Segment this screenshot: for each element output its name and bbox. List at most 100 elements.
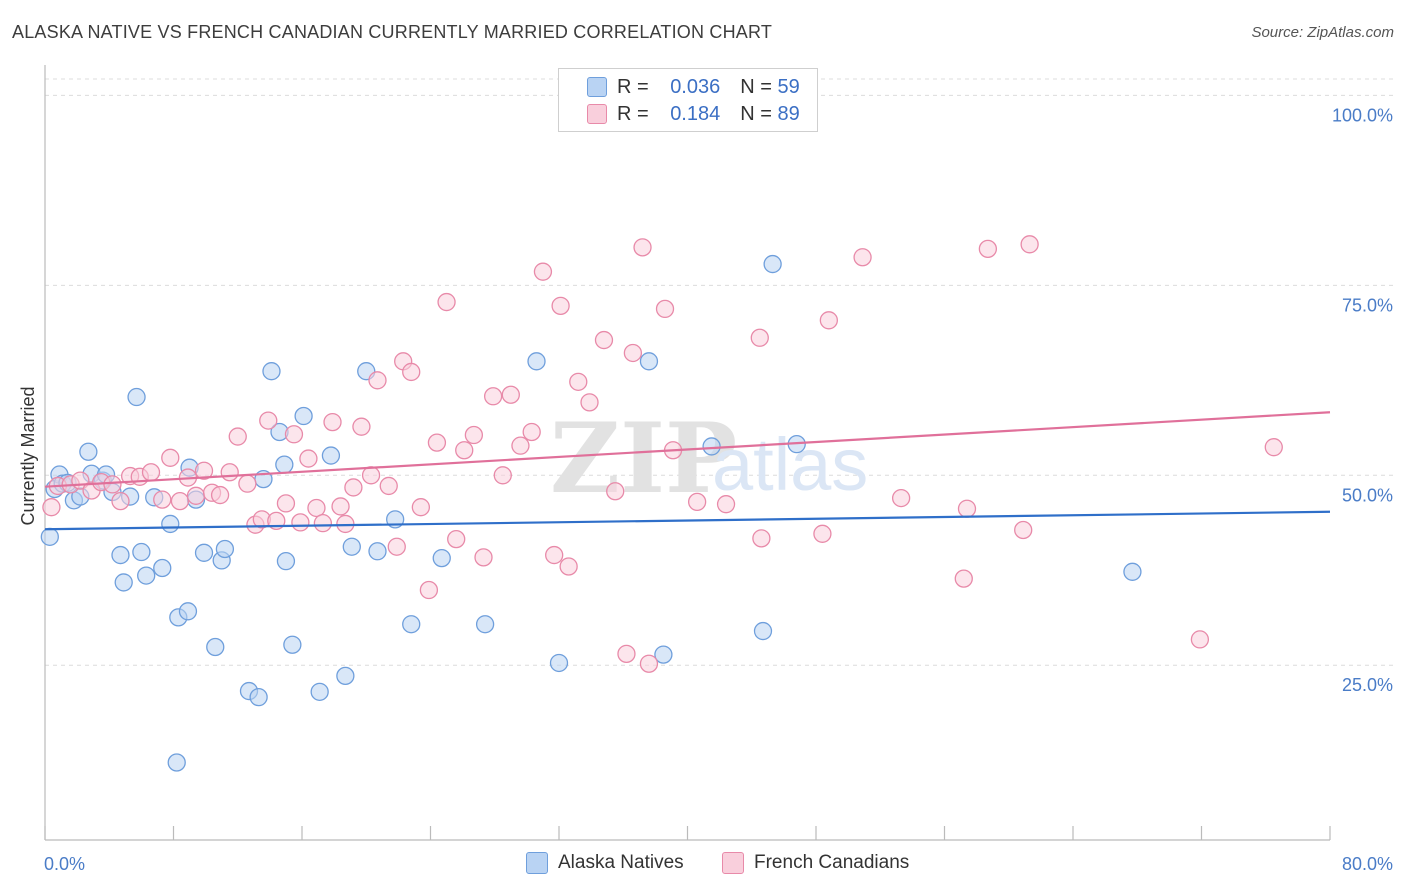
french-canadian-point bbox=[331, 497, 350, 516]
alaska-native-point bbox=[549, 653, 569, 673]
alaska-native-point bbox=[763, 254, 782, 274]
series-points bbox=[40, 235, 1283, 772]
french-canadian-point bbox=[323, 412, 342, 432]
stats-legend: R = 0.036 N = 59 R = 0.184 N = 89 bbox=[558, 68, 818, 132]
alaska-native-point bbox=[161, 514, 180, 534]
french-canadian-point bbox=[220, 463, 239, 482]
alaska-native-point bbox=[275, 455, 294, 474]
alaska-native-point bbox=[336, 666, 355, 686]
french-canadian-point bbox=[501, 385, 520, 404]
legend-item-french-canadians: French Canadians bbox=[722, 852, 909, 874]
alaska-native-point bbox=[40, 527, 59, 546]
y-axis-title: Currently Married bbox=[18, 386, 38, 525]
alaska-native-point bbox=[276, 552, 296, 571]
french-canadian-point bbox=[153, 490, 172, 509]
blue-swatch bbox=[587, 77, 607, 97]
french-canadian-point bbox=[464, 425, 484, 445]
y-tick-labels: 25.0% 50.0% 75.0% 100.0% bbox=[1332, 105, 1393, 695]
french-canadian-point bbox=[750, 328, 769, 347]
alaska-native-point bbox=[321, 446, 341, 465]
french-canadian-point bbox=[103, 475, 122, 494]
french-canadian-point bbox=[522, 422, 541, 442]
french-canadian-point bbox=[978, 239, 998, 259]
french-canadian-point bbox=[228, 427, 247, 446]
french-canadian-point bbox=[813, 524, 832, 543]
source-label: Source: ZipAtlas.com bbox=[1251, 24, 1394, 41]
alaska-native-point bbox=[167, 753, 186, 772]
french-canadian-point bbox=[42, 498, 61, 517]
french-canadian-point bbox=[284, 425, 304, 444]
legend-row-alaska-natives: R = 0.036 N = 59 bbox=[587, 74, 800, 100]
french-canadian-point bbox=[752, 529, 771, 548]
french-canadian-point bbox=[633, 238, 652, 257]
alaska-native-point bbox=[153, 558, 172, 578]
alaska-native-point bbox=[79, 442, 98, 461]
alaska-native-point bbox=[702, 437, 721, 456]
french-canadian-point bbox=[655, 299, 675, 319]
axes bbox=[44, 65, 1331, 841]
watermark-zip: ZIP bbox=[550, 402, 737, 515]
french-canadian-point bbox=[819, 311, 838, 330]
x-tick-label-min: 0.0% bbox=[44, 854, 85, 874]
french-canadian-point bbox=[493, 466, 512, 485]
french-canadian-point bbox=[545, 545, 564, 565]
alaska-native-point bbox=[249, 688, 268, 707]
french-canadian-point bbox=[161, 448, 180, 467]
french-canadian-point bbox=[170, 491, 190, 511]
french-canadian-point bbox=[291, 513, 310, 532]
y-tick-label: 75.0% bbox=[1342, 295, 1393, 315]
alaska-native-point bbox=[527, 352, 546, 371]
french-canadian-point bbox=[1264, 438, 1283, 457]
r-value: 0.036 bbox=[670, 75, 721, 98]
alaska-native-point bbox=[639, 352, 659, 371]
r-label: R = bbox=[617, 102, 649, 125]
french-canadian-point bbox=[379, 476, 398, 496]
french-canadian-point bbox=[368, 371, 387, 390]
legend-row-french-canadians: R = 0.184 N = 89 bbox=[587, 101, 800, 127]
alaska-native-point bbox=[342, 537, 361, 556]
french-canadian-point bbox=[594, 330, 614, 350]
alaska-native-point bbox=[1123, 562, 1142, 581]
series-legend: Alaska Natives French Canadians bbox=[0, 852, 1406, 878]
french-canadian-point bbox=[447, 529, 466, 549]
french-canadian-point bbox=[299, 449, 318, 468]
y-tick-label: 100.0% bbox=[1332, 105, 1393, 125]
french-canadian-point bbox=[569, 372, 588, 391]
french-canadians-trend-line bbox=[44, 411, 1331, 488]
blue-swatch bbox=[526, 852, 548, 874]
alaska-native-point bbox=[402, 615, 421, 634]
french-canadian-point bbox=[336, 514, 355, 534]
french-canadian-point bbox=[313, 514, 333, 533]
alaska-native-point bbox=[475, 615, 495, 634]
alaska-native-point bbox=[432, 548, 451, 568]
y-tick-label: 25.0% bbox=[1342, 675, 1393, 695]
french-canadian-point bbox=[361, 466, 381, 485]
alaska-native-point bbox=[114, 573, 133, 592]
alaska-native-point bbox=[206, 637, 225, 657]
french-canadian-point bbox=[307, 498, 326, 518]
alaska-native-point bbox=[262, 362, 281, 381]
french-canadian-point bbox=[1014, 520, 1033, 540]
french-canadian-point bbox=[344, 478, 363, 497]
legend-item-alaska-natives: Alaska Natives bbox=[526, 852, 684, 874]
french-canadian-point bbox=[352, 417, 371, 436]
alaska-native-point bbox=[294, 406, 313, 426]
french-canadian-point bbox=[437, 292, 456, 312]
french-canadian-point bbox=[186, 486, 206, 505]
n-value: 89 bbox=[777, 102, 800, 125]
french-canadian-point bbox=[716, 495, 736, 514]
x-tick-label-max: 80.0% bbox=[1342, 854, 1393, 874]
alaska-native-point bbox=[215, 539, 235, 559]
french-canadian-point bbox=[1190, 630, 1210, 649]
french-canadian-point bbox=[559, 557, 578, 576]
chart-title: ALASKA NATIVE VS FRENCH CANADIAN CURRENT… bbox=[12, 22, 773, 42]
french-canadian-point bbox=[483, 387, 503, 406]
r-label: R = bbox=[617, 75, 649, 98]
pink-swatch bbox=[587, 104, 607, 124]
french-canadian-point bbox=[411, 498, 431, 517]
french-canadian-point bbox=[427, 433, 447, 452]
french-canadian-point bbox=[259, 411, 278, 430]
trend-lines bbox=[44, 411, 1331, 531]
alaska-native-point bbox=[654, 645, 673, 664]
